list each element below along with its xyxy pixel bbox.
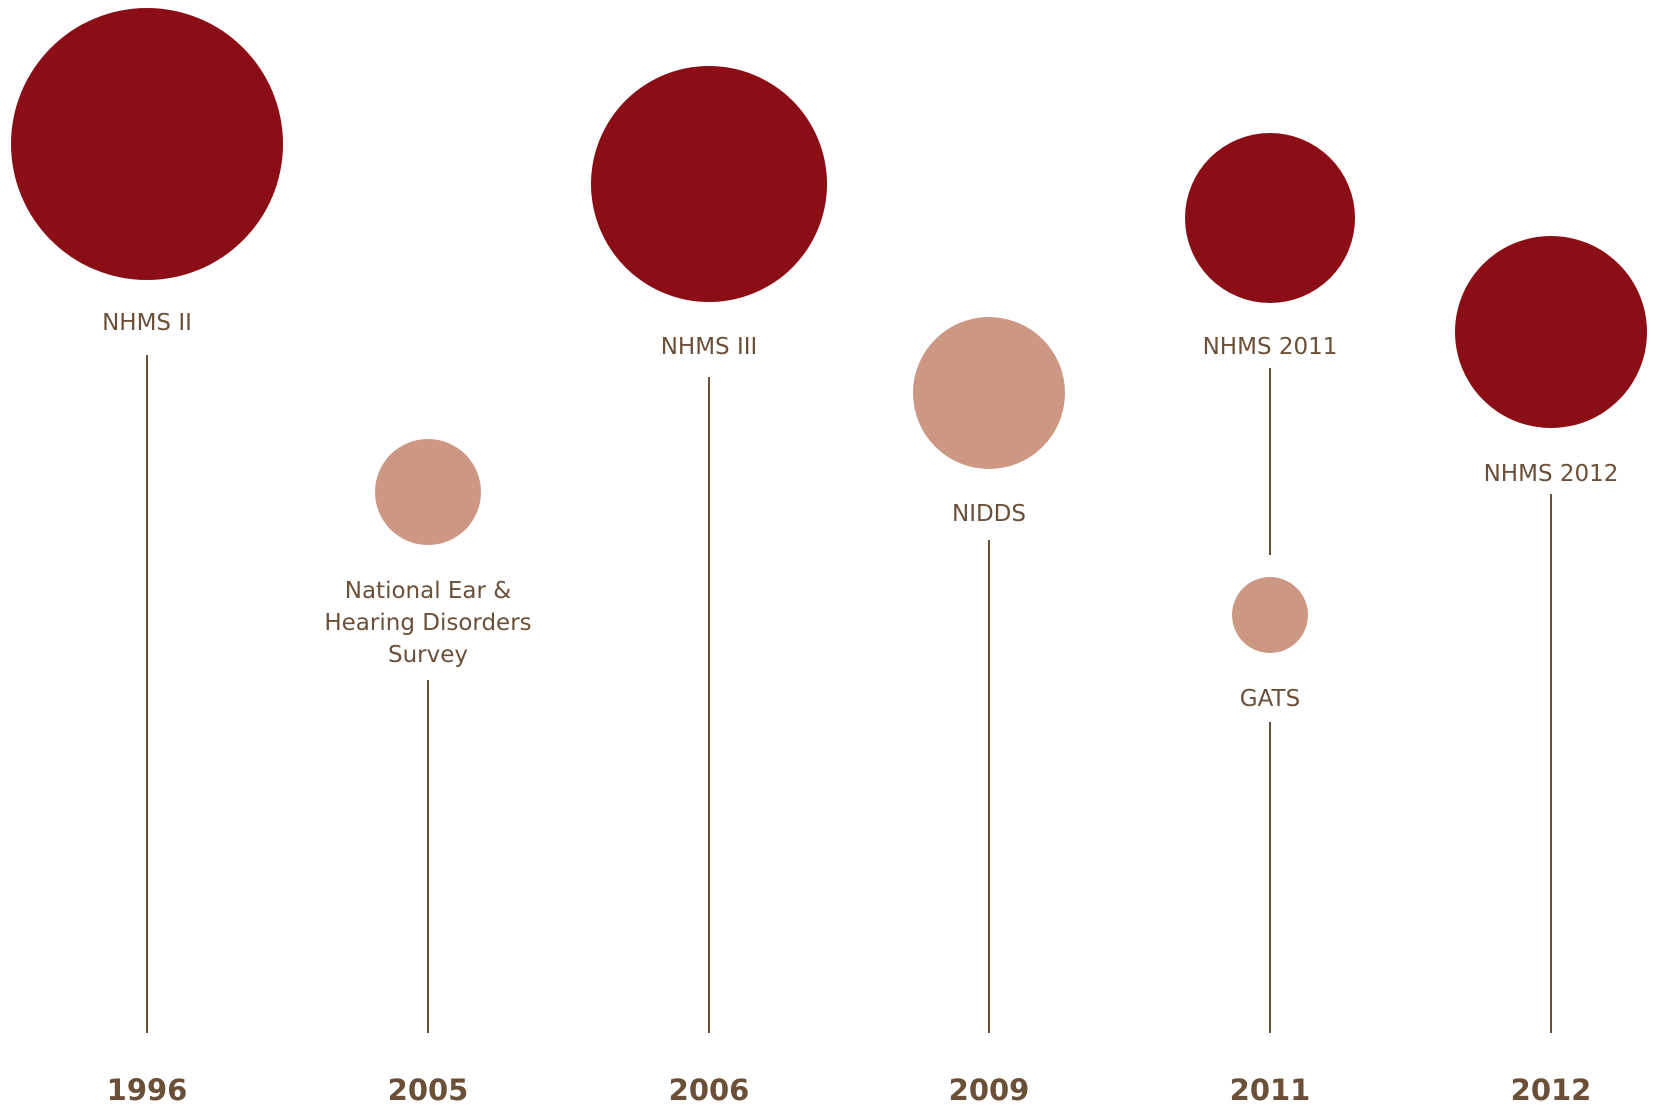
label-nhms-iii: NHMS III [661, 334, 758, 360]
year-label-2005: 2005 [388, 1073, 469, 1107]
timeline-stems [146, 355, 1552, 1033]
label-nhms-2011: NHMS 2011 [1203, 334, 1338, 360]
year-label-2012: 2012 [1511, 1073, 1592, 1107]
year-label-2009: 2009 [949, 1073, 1030, 1107]
label-line: NHMS 2011 [1203, 334, 1338, 360]
label-line: NHMS 2012 [1484, 461, 1619, 487]
label-line: NHMS III [661, 334, 758, 360]
bubble-nhms-2012 [1455, 236, 1647, 428]
label-line: Hearing Disorders [324, 610, 531, 636]
label-line: GATS [1240, 686, 1300, 712]
label-nhms-ii: NHMS II [102, 310, 192, 336]
survey-bubbles [11, 8, 1647, 653]
label-line: NHMS II [102, 310, 192, 336]
survey-labels: NHMS II National Ear & Hearing Disorders Su… [102, 310, 1618, 712]
bubble-national-ear-hearing-disorders-survey [375, 439, 481, 545]
year-label-2011: 2011 [1230, 1073, 1311, 1107]
label-line: NIDDS [952, 501, 1026, 527]
year-axis: 1996 2005 2006 2009 2011 2012 [107, 1073, 1592, 1107]
label-nidds: NIDDS [952, 501, 1026, 527]
bubble-nhms-ii [11, 8, 283, 280]
label-line: National Ear & [345, 578, 512, 604]
label-national-ear-hearing-disorders-survey: National Ear & Hearing Disorders Survey [324, 578, 531, 668]
label-gats: GATS [1240, 686, 1300, 712]
bubble-gats [1232, 577, 1308, 653]
label-nhms-2012: NHMS 2012 [1484, 461, 1619, 487]
bubble-nhms-2011 [1185, 133, 1355, 303]
year-label-2006: 2006 [669, 1073, 750, 1107]
label-line: Survey [388, 642, 468, 668]
bubble-nhms-iii [591, 66, 827, 302]
bubble-nidds [913, 317, 1065, 469]
year-label-1996: 1996 [107, 1073, 188, 1107]
